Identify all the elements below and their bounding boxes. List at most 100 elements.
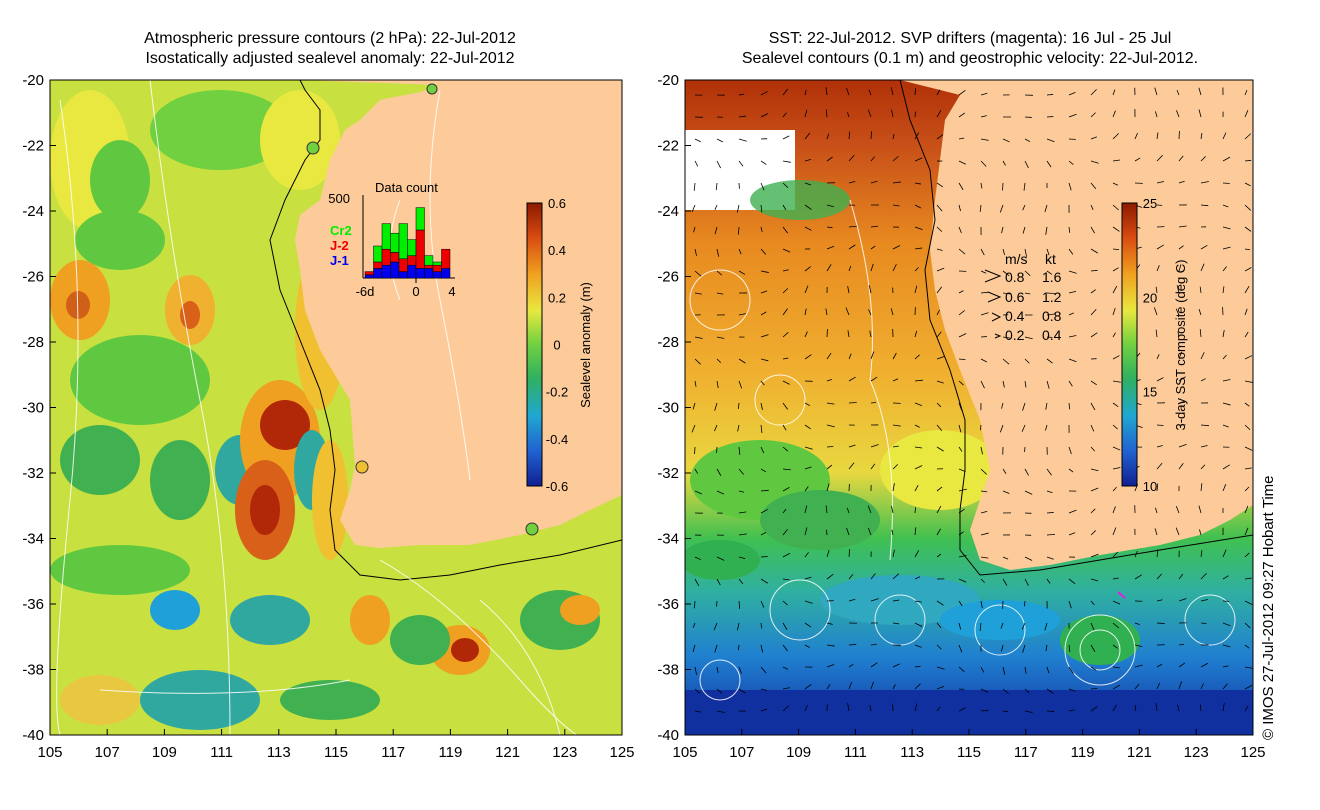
- left-xtick-label-3: 111: [210, 744, 233, 761]
- velocity-vector-242: [868, 285, 872, 294]
- velocity-vector-582: [914, 576, 921, 580]
- station-central[interactable]: [355, 460, 369, 474]
- velocity-vector-116: [958, 182, 964, 190]
- station-north-1[interactable]: [306, 141, 320, 155]
- velocity-vector-8: [868, 89, 872, 96]
- legend-ms-2: 0.4: [1005, 308, 1025, 324]
- left-xtick-label-2: 109: [152, 744, 177, 761]
- velocity-vector-264: [782, 308, 788, 316]
- velocity-vector-149: [1112, 204, 1119, 211]
- bar-j2-1: [373, 261, 383, 269]
- left-xtick-label-1: 107: [95, 744, 120, 761]
- velocity-vector-298: [958, 333, 967, 338]
- velocity-vector-676: [694, 666, 697, 675]
- velocity-vector-687: [936, 666, 945, 670]
- velocity-vector-317: [804, 354, 812, 360]
- velocity-vector-496: [738, 511, 747, 514]
- velocity-vector-592: [1134, 574, 1142, 580]
- velocity-vector-743: [1024, 710, 1033, 713]
- velocity-vector-58: [826, 133, 830, 140]
- velocity-vector-38: [958, 112, 966, 118]
- velocity-vector-29: [760, 113, 769, 118]
- velocity-vector-93: [1024, 160, 1029, 169]
- velocity-vector-312: [694, 358, 701, 365]
- bar-j1-7: [424, 268, 434, 279]
- velocity-vector-435: [1112, 446, 1121, 451]
- velocity-vector-400: [914, 424, 920, 428]
- right-cbar-tick-1: 20: [1143, 290, 1157, 305]
- right-colorbar-ramp: [1121, 202, 1138, 487]
- velocity-vector-694: [1090, 666, 1097, 671]
- velocity-vector-513: [1112, 506, 1116, 514]
- velocity-vector-73: [1156, 132, 1159, 140]
- velocity-vector-331: [1112, 355, 1120, 360]
- velocity-vector-643: [1112, 622, 1120, 629]
- velocity-vector-19: [1112, 89, 1116, 96]
- velocity-vector-347: [892, 378, 899, 382]
- velocity-vector-294: [869, 330, 872, 338]
- velocity-vector-629: [804, 622, 812, 628]
- velocity-vector-698: [1178, 662, 1186, 668]
- velocity-vector-22: [1176, 89, 1180, 96]
- velocity-legend: m/s kt 0.8 1.6 0.6 1.2 0.4 0.8 0.2 0.4: [984, 251, 1062, 343]
- velocity-vector-129: [1244, 182, 1251, 187]
- velocity-vector-381: [1068, 402, 1071, 410]
- velocity-vector-530: [914, 527, 917, 536]
- velocity-vector-293: [847, 330, 850, 338]
- velocity-vector-346: [870, 376, 878, 382]
- velocity-vector-208: [694, 270, 702, 277]
- velocity-vector-460: [1090, 468, 1099, 472]
- velocity-vector-194: [958, 248, 966, 255]
- velocity-vector-686: [914, 665, 921, 668]
- velocity-vector-136: [826, 204, 834, 208]
- velocity-vector-729: [716, 710, 725, 713]
- velocity-vector-204: [1178, 245, 1184, 250]
- velocity-vector-565: [1112, 551, 1118, 558]
- velocity-vector-323: [936, 356, 945, 360]
- velocity-vector-639: [1021, 622, 1026, 630]
- velocity-vector-135: [804, 204, 812, 210]
- velocity-vector-613: [1024, 600, 1026, 607]
- velocity-vector-679: [760, 666, 767, 674]
- velocity-vector-378: [1001, 402, 1004, 409]
- velocity-vector-200: [1090, 248, 1099, 254]
- velocity-vector-668: [1090, 644, 1096, 653]
- velocity-vector-248: [1002, 292, 1011, 295]
- velocity-vector-273: [980, 312, 989, 316]
- bar-cr2-4: [398, 223, 408, 260]
- right-xtick-label-6: 117: [1014, 744, 1038, 761]
- velocity-vector-326: [1002, 358, 1010, 365]
- left-axes: 105 107 109 111 113 115 117 119 121 123 125 -20 -22 -…: [22, 72, 634, 761]
- velocity-vector-456: [1002, 468, 1007, 474]
- velocity-vector-621: [1200, 599, 1208, 602]
- velocity-vector-123: [1112, 182, 1119, 186]
- velocity-vector-596: [1222, 575, 1229, 580]
- velocity-vector-277: [1068, 312, 1074, 316]
- velocity-vector-34: [867, 109, 872, 118]
- velocity-vector-113: [892, 181, 901, 184]
- velocity-vector-439: [1200, 445, 1208, 448]
- velocity-vector-700: [1222, 665, 1229, 668]
- legend-kt-3: 0.4: [1042, 327, 1062, 343]
- velocity-vector-98: [1134, 157, 1141, 162]
- station-north-2[interactable]: [426, 83, 438, 95]
- station-south[interactable]: [525, 522, 539, 536]
- right-xtick-label-5: 115: [957, 744, 981, 761]
- velocity-vector-491: [1200, 483, 1203, 492]
- velocity-vector-558: [958, 554, 967, 558]
- velocity-vector-620: [1178, 598, 1187, 602]
- velocity-vector-478: [914, 484, 919, 492]
- velocity-vector-164: [870, 225, 879, 228]
- velocity-vector-577: [804, 576, 812, 580]
- velocity-vector-655: [804, 644, 810, 648]
- velocity-vector-256: [1176, 285, 1180, 294]
- velocity-vector-443: [716, 468, 722, 476]
- velocity-vector-502: [867, 505, 872, 514]
- velocity-vector-368: [782, 402, 788, 410]
- velocity-vector-115: [936, 182, 944, 188]
- velocity-vector-403: [980, 424, 982, 431]
- velocity-vector-437: [1156, 445, 1163, 448]
- right-xtick-label-0: 105: [672, 744, 697, 761]
- velocity-vector-180: [1222, 226, 1231, 230]
- velocity-vector-272: [958, 310, 965, 316]
